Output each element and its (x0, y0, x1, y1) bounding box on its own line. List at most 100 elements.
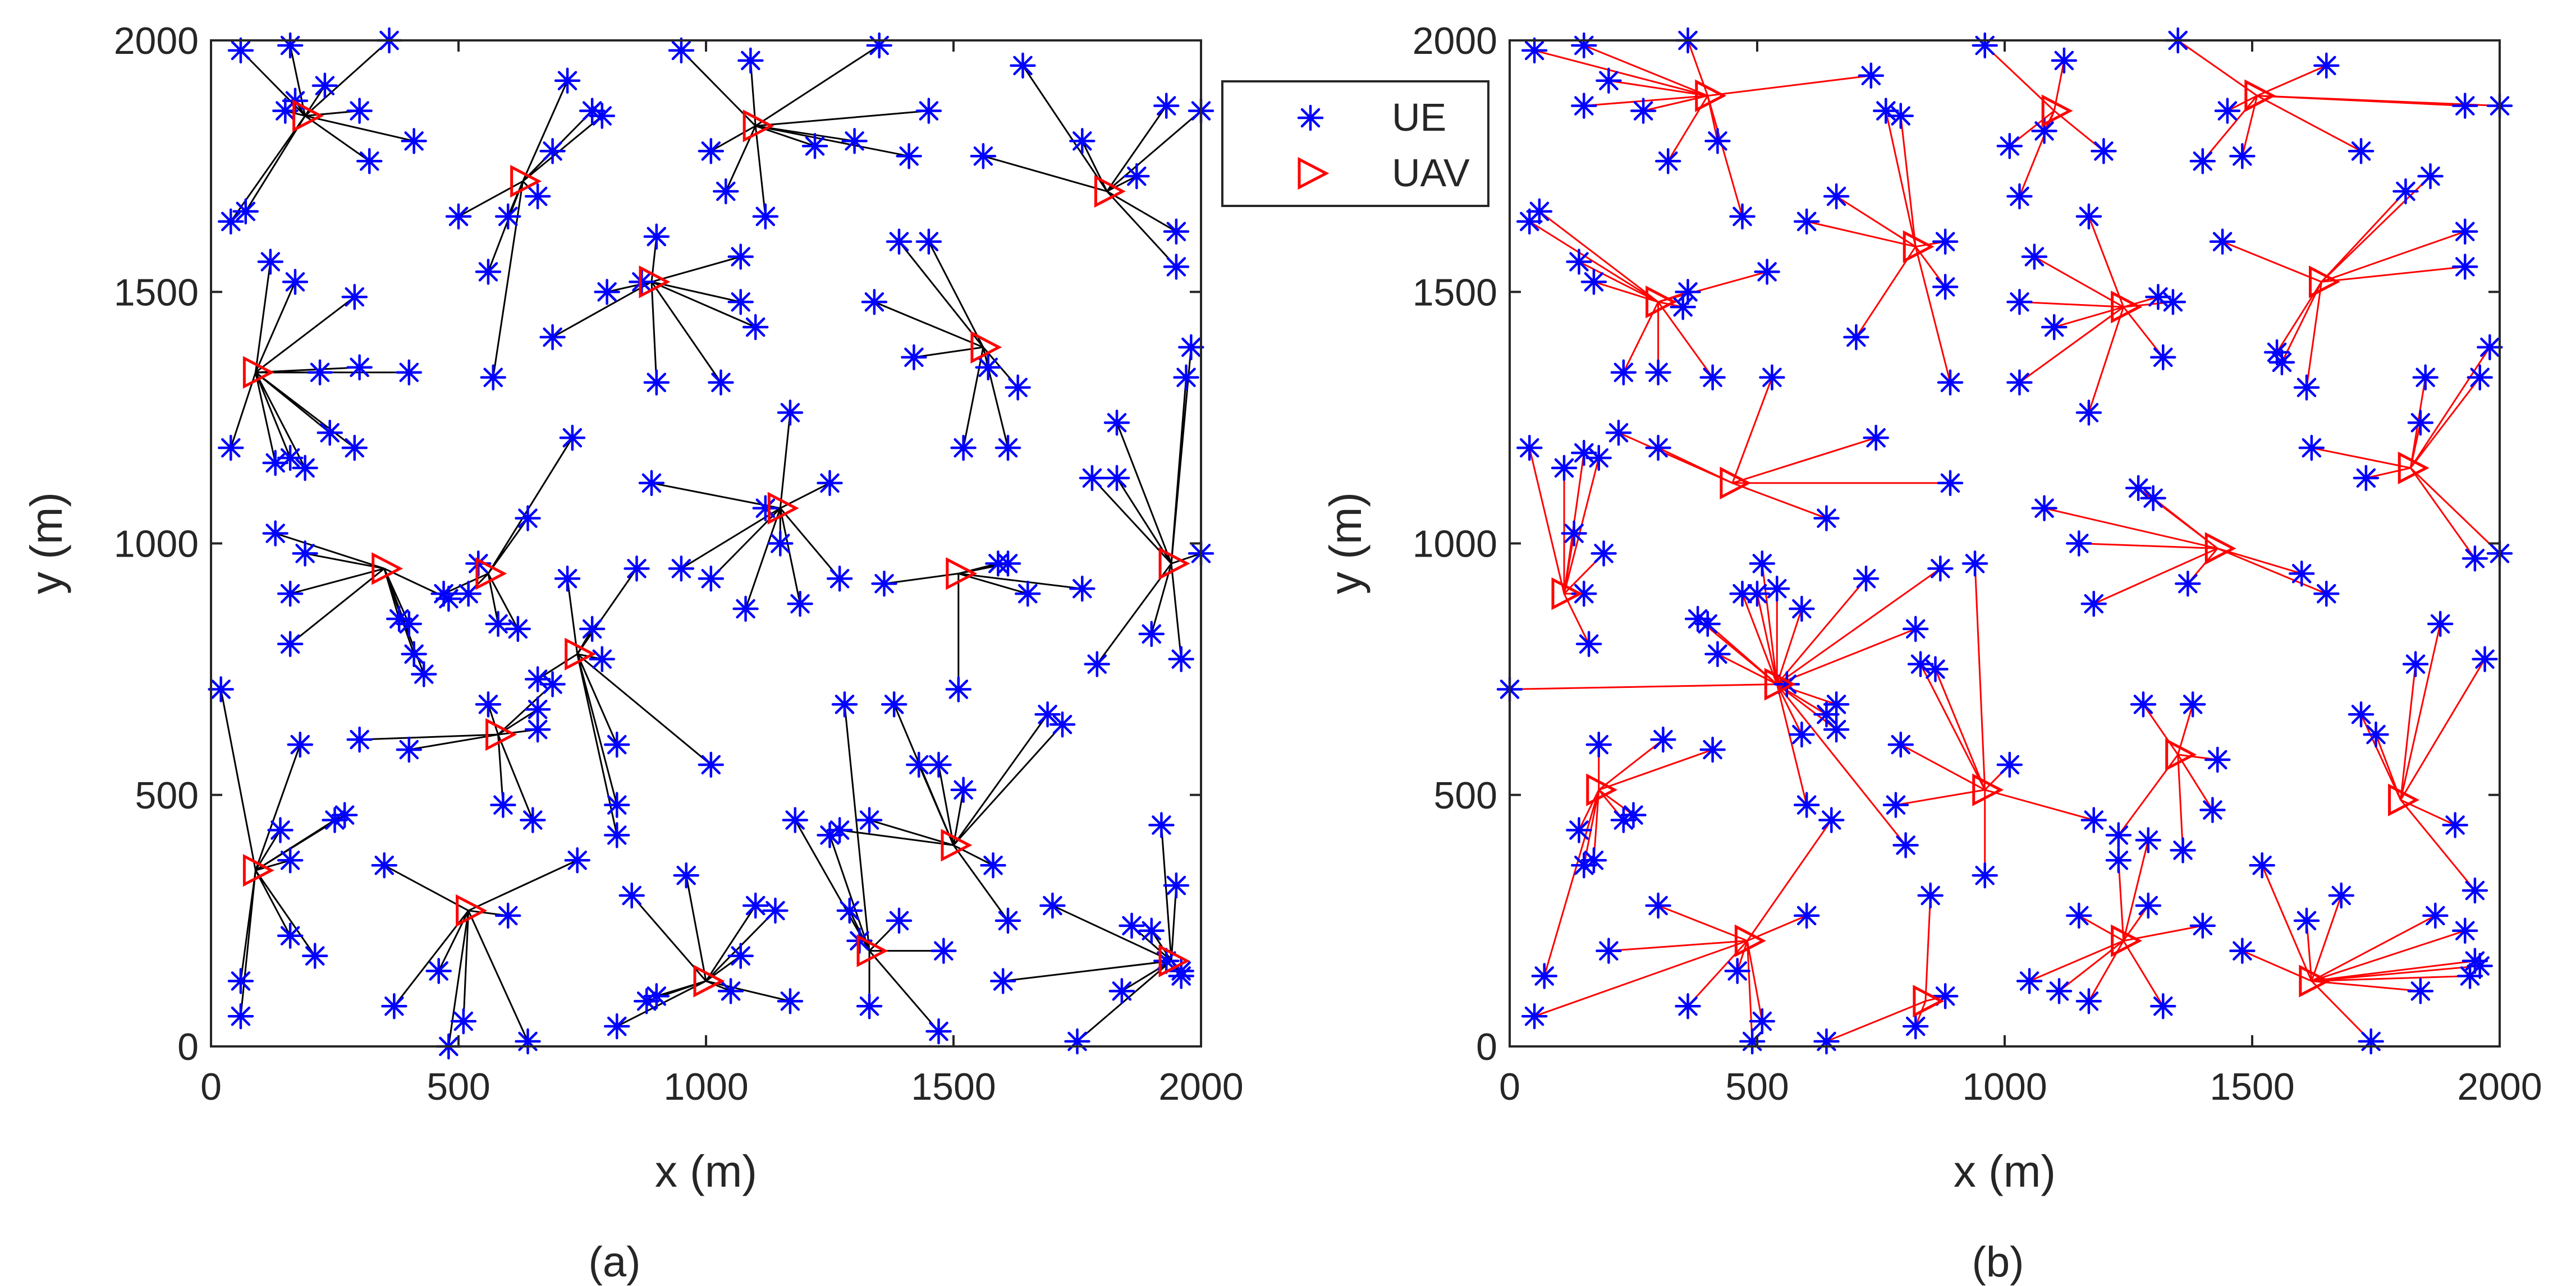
link-line (1776, 568, 1941, 685)
ue-point (2135, 892, 2162, 919)
ue-point (1645, 359, 1671, 385)
ue-point (1521, 1003, 1548, 1030)
chart-panel-b: 0 500 1000 1500 2000 0 500 1000 1500 2000 x (m) y… (1321, 20, 2542, 1286)
uav-point (767, 492, 799, 525)
ue-point (455, 580, 482, 607)
link-line (1510, 683, 1777, 690)
ue-point (915, 228, 942, 255)
link-line (2400, 799, 2476, 892)
link-line (2123, 296, 2158, 308)
uav-point (372, 552, 404, 585)
link-line (2311, 965, 2480, 982)
ue-point (970, 143, 997, 169)
link-line (1900, 743, 1986, 791)
ue-point (1173, 364, 1199, 391)
ue-point (2006, 369, 2033, 396)
ue-point (708, 369, 734, 396)
x-axis-label-b: x (m) (1954, 1146, 2056, 1196)
link-line (2410, 467, 2500, 554)
ue-point (1858, 62, 1885, 89)
link-line (1776, 683, 1906, 846)
link-line (952, 789, 965, 846)
ue-point (1153, 93, 1180, 119)
ue-point (1729, 203, 1755, 230)
ue-point (1521, 37, 1548, 64)
ue-point (430, 580, 457, 607)
ue-point (1571, 32, 1597, 59)
link-line (1924, 895, 1932, 1002)
ue-point (1108, 978, 1135, 1004)
ue-point (475, 259, 502, 285)
link-line (1003, 960, 1172, 982)
ue-point (643, 369, 670, 396)
ue-point (292, 454, 318, 481)
ue-point (2075, 988, 2102, 1014)
link-line (2202, 95, 2258, 162)
ue-point (2328, 882, 2355, 909)
link-line (467, 910, 529, 1042)
ue-point (1863, 424, 1889, 451)
link-line (566, 578, 579, 654)
ue-point (856, 993, 883, 1019)
link-line (1776, 578, 1867, 685)
link-line (255, 859, 291, 871)
ue-point (287, 731, 314, 758)
link-line (1732, 437, 1877, 484)
ue-point (2358, 1028, 2384, 1055)
link-line (468, 859, 578, 912)
ue-point (2179, 691, 2206, 718)
ue-point (494, 902, 521, 929)
link-line (304, 40, 390, 117)
ue-point (886, 907, 913, 934)
ue-point (2452, 254, 2478, 280)
ue-point (2313, 52, 2340, 79)
link-line (1776, 684, 1808, 806)
link-line (2079, 543, 2218, 549)
link-line (255, 870, 291, 936)
ue-point (1566, 817, 1592, 843)
ue-point (2293, 374, 2320, 401)
uav-point (2308, 265, 2340, 298)
ue-point (1932, 274, 1959, 300)
ue-point (1793, 902, 1820, 929)
ue-point (450, 1008, 477, 1035)
y-tick-label: 2000 (1413, 20, 1497, 62)
link-line (2088, 216, 2125, 307)
y-axis-label-b: y (m) (1321, 492, 1370, 594)
ue-point (1922, 656, 1949, 682)
ue-point (1694, 610, 1721, 637)
x-tick-label: 1000 (663, 1065, 748, 1108)
ue-point (2472, 646, 2498, 672)
ue-point (1793, 208, 1820, 235)
ue-point (985, 550, 1011, 577)
x-tick-label: 500 (427, 1065, 490, 1108)
ue-point (218, 208, 244, 235)
link-line (2261, 865, 2313, 982)
uav-point (639, 265, 671, 298)
link-line (616, 980, 707, 1027)
ue-point (227, 1003, 254, 1030)
ue-point (2313, 580, 2340, 607)
link-line (2311, 447, 2411, 469)
link-line (844, 704, 870, 951)
ue-point (1064, 1028, 1090, 1055)
ue-point (1675, 993, 1701, 1019)
ue-point (2170, 837, 2196, 864)
legend-uav-triangle (1298, 157, 1330, 190)
ue-point (490, 792, 516, 818)
link-line (755, 125, 909, 157)
uav-point (856, 934, 888, 967)
y-tick-label: 0 (177, 1026, 199, 1068)
link-line (1914, 246, 1951, 383)
link-line (745, 508, 781, 609)
link-line (576, 653, 712, 766)
link-line (2044, 507, 2218, 549)
link-line (779, 412, 791, 508)
link-line (780, 507, 841, 580)
ue-point (2075, 399, 2102, 426)
ue-point (1670, 293, 1696, 320)
link-line (983, 155, 1107, 192)
ue-point (208, 676, 234, 702)
ue-point (2288, 561, 2315, 587)
link-line (1529, 221, 1659, 303)
